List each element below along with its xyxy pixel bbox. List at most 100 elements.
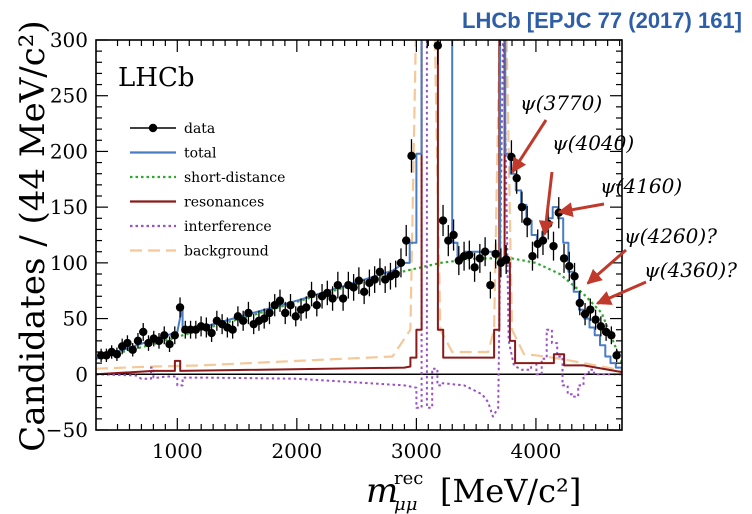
- x-axis-label: m rec μμ [MeV/c²]: [366, 468, 581, 514]
- data-point: [349, 274, 358, 301]
- data-point: [426, 40, 428, 48]
- data-point-marker: [265, 308, 274, 318]
- x-tick-label: 4000: [510, 439, 561, 463]
- data-point: [407, 139, 416, 173]
- y-axis-label: Candidates / (44 MeV/c²): [13, 20, 53, 451]
- annotation-label: ψ(4360)?: [644, 258, 737, 282]
- data-point: [323, 280, 332, 306]
- plot-area: [96, 0, 622, 418]
- legend-item-short_distance: short-distance: [130, 170, 285, 186]
- data-point: [612, 348, 621, 363]
- data-point: [591, 309, 600, 330]
- data-point-marker: [275, 296, 285, 305]
- data-point: [302, 296, 311, 319]
- data-point-marker: [491, 249, 500, 259]
- data-point-marker: [160, 331, 169, 340]
- legend: data total short-distance resonances interfe…: [130, 121, 285, 260]
- legend-item-background: background: [130, 244, 269, 260]
- data-point-marker: [375, 267, 385, 276]
- citation-label: LHCb [EPJC 77 (2017) 161]: [462, 8, 742, 33]
- data-point: [428, 0, 436, 37]
- data-point-marker: [407, 151, 416, 161]
- annotation-arrow: [538, 171, 554, 236]
- data-point: [470, 252, 479, 282]
- legend-item-interference: interference: [130, 219, 272, 235]
- data-point-marker: [501, 255, 511, 264]
- legend-item-resonances: resonances: [130, 195, 264, 211]
- data-point-marker: [612, 351, 621, 360]
- legend-item-data: data: [130, 121, 215, 137]
- data-point: [244, 301, 253, 325]
- annotation: ψ(4260)?: [586, 224, 717, 285]
- data-point-marker: [507, 152, 516, 162]
- series-line-interference: [96, 40, 622, 418]
- series-line-resonances: [96, 40, 622, 376]
- axis-ticks: [96, 39, 622, 431]
- annotation: ψ(4360)?: [595, 258, 737, 305]
- data-point-marker: [128, 345, 137, 354]
- data-points-layer: [96, 0, 621, 363]
- data-point: [501, 245, 511, 274]
- data-point-marker: [202, 323, 211, 332]
- data-point: [517, 191, 527, 223]
- data-point: [307, 281, 316, 307]
- data-point-marker: [586, 305, 595, 314]
- data-point: [375, 258, 385, 286]
- annotation-label: ψ(4160): [600, 174, 682, 198]
- data-point: [228, 320, 237, 339]
- data-point-marker: [323, 288, 332, 298]
- data-point-marker: [512, 173, 521, 183]
- data-point: [338, 286, 348, 311]
- x-axis-label-unit: [MeV/c²]: [440, 472, 581, 510]
- data-point: [491, 239, 500, 269]
- data-point: [139, 323, 148, 341]
- legend-swatch-marker: [148, 123, 158, 133]
- annotation-arrow: [595, 280, 647, 305]
- data-point-marker: [207, 328, 216, 338]
- data-point-marker: [333, 280, 343, 290]
- data-point-marker: [538, 236, 548, 245]
- data-point: [449, 219, 458, 251]
- series-layer: [96, 40, 622, 418]
- data-point-marker: [413, 2, 421, 10]
- data-point-marker: [123, 338, 132, 348]
- legend-label: interference: [184, 219, 272, 235]
- data-point-marker: [391, 269, 400, 279]
- data-point: [112, 347, 122, 361]
- data-point: [207, 324, 216, 342]
- data-point: [549, 231, 558, 261]
- data-point: [165, 336, 174, 352]
- data-point-marker: [370, 275, 379, 284]
- data-point: [291, 306, 300, 327]
- data-point: [354, 267, 364, 295]
- data-point-marker: [133, 336, 143, 346]
- data-point: [391, 260, 400, 288]
- annotation-arrow: [586, 248, 627, 285]
- data-point-marker: [359, 287, 369, 297]
- data-point-marker: [170, 331, 179, 340]
- legend-label: data: [184, 121, 215, 137]
- data-point-marker: [349, 283, 358, 292]
- data-point-marker: [396, 258, 406, 268]
- y-tick-label: −50: [46, 418, 88, 442]
- data-point: [333, 271, 343, 299]
- data-point: [586, 298, 595, 321]
- data-point: [312, 294, 322, 317]
- data-point: [575, 290, 585, 316]
- series-line-short_distance: [96, 257, 622, 364]
- data-point: [128, 343, 137, 357]
- data-point-marker: [112, 350, 122, 359]
- data-point-marker: [565, 262, 574, 271]
- data-point-marker: [238, 316, 248, 325]
- legend-label: background: [184, 244, 269, 260]
- data-point: [170, 326, 179, 345]
- data-point-marker: [302, 303, 311, 312]
- data-point-marker: [549, 241, 558, 251]
- data-point: [413, 0, 421, 27]
- data-point: [160, 326, 169, 345]
- annotations: ψ(3770) ψ(4040) ψ(4160) ψ(4260)? ψ(4360)?: [511, 91, 737, 305]
- data-point: [175, 297, 185, 318]
- data-point: [486, 271, 495, 299]
- annotation-arrow: [557, 202, 605, 218]
- data-point-marker: [528, 251, 537, 261]
